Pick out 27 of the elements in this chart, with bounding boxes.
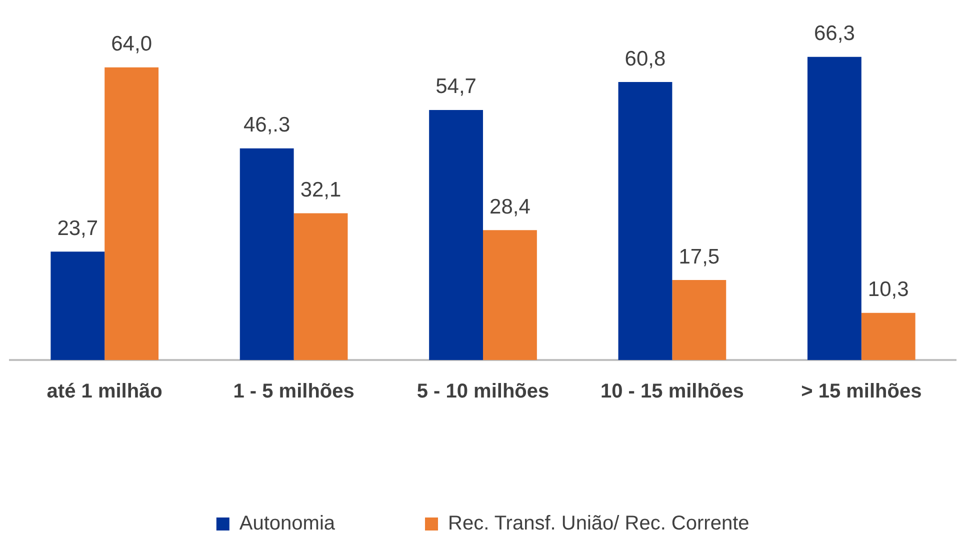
bar: [104, 67, 159, 360]
data-label: 66,3: [814, 22, 855, 46]
x-tick-label: até 1 milhão: [46, 380, 162, 403]
x-tick-label: 10 - 15 milhões: [600, 380, 744, 403]
data-label: 32,1: [300, 178, 342, 202]
bar: [861, 312, 916, 360]
bar: [618, 82, 672, 360]
data-label: 10,3: [868, 278, 909, 302]
bar: [50, 252, 105, 360]
bar: [294, 213, 348, 360]
bar: [240, 148, 294, 360]
bar: [483, 230, 537, 360]
legend-label: Rec. Transf. União/ Rec. Corrente: [448, 512, 750, 535]
data-label: 46,.3: [243, 114, 290, 137]
bar: [429, 110, 483, 360]
data-label: 28,4: [490, 195, 531, 218]
data-label: 17,5: [678, 245, 720, 268]
x-tick-label: > 15 milhões: [801, 380, 922, 403]
data-label: 23,7: [57, 216, 98, 240]
x-tick-label: 1 - 5 milhões: [233, 380, 354, 403]
data-label: 60,8: [624, 47, 666, 70]
data-label: 54,7: [436, 75, 476, 98]
bar: [672, 280, 726, 360]
legend-label: Autonomia: [239, 512, 336, 535]
bar: [807, 56, 862, 360]
data-label: 64,0: [111, 32, 152, 56]
x-tick-label: 5 - 10 milhões: [416, 380, 550, 403]
